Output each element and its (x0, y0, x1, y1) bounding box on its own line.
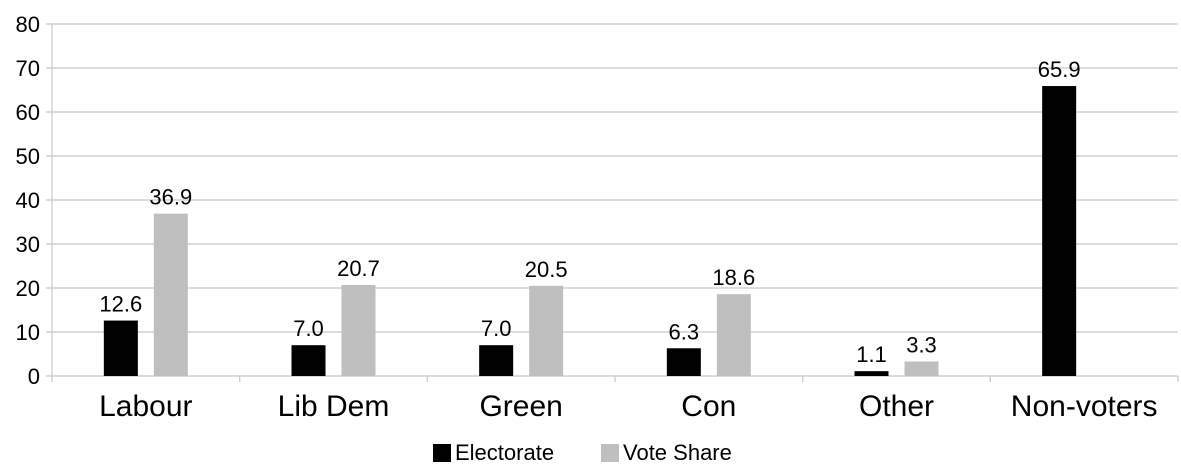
y-tick-label: 0 (28, 364, 40, 389)
bar-electorate (666, 348, 701, 376)
legend: Electorate Vote Share (433, 440, 732, 465)
bar-vote-share (529, 285, 564, 376)
data-label: 20.7 (337, 256, 380, 281)
data-label: 18.6 (712, 265, 755, 290)
bar-vote-share (153, 213, 188, 376)
y-tick-label: 10 (16, 320, 40, 345)
bar-electorate (479, 345, 514, 376)
y-axis-ticks: 0 10 20 30 40 50 60 70 80 (16, 12, 40, 389)
data-label: 1.1 (856, 342, 887, 367)
y-tick-label: 70 (16, 56, 40, 81)
bars (103, 86, 1077, 376)
y-tick-label: 80 (16, 12, 40, 37)
category-label: Labour (99, 390, 192, 423)
y-tick-label: 20 (16, 276, 40, 301)
bar-electorate (291, 345, 326, 376)
legend-swatch-electorate (433, 444, 451, 462)
data-label: 7.0 (481, 316, 512, 341)
y-tick-label: 60 (16, 100, 40, 125)
data-label: 3.3 (906, 332, 937, 357)
bar-electorate (854, 371, 889, 376)
data-label: 20.5 (525, 257, 568, 282)
data-label: 36.9 (149, 185, 192, 210)
category-label: Lib Dem (278, 390, 390, 423)
data-label: 6.3 (669, 319, 700, 344)
category-label: Green (479, 390, 562, 423)
data-label: 7.0 (293, 316, 324, 341)
legend-swatch-vote-share (601, 444, 619, 462)
bar-vote-share (904, 361, 939, 376)
category-label: Other (859, 390, 934, 423)
x-axis-categories: Labour Lib Dem Green Con Other Non-voters (99, 390, 1157, 423)
data-label: 65.9 (1038, 57, 1081, 82)
bar-vote-share (716, 294, 751, 376)
data-label: 12.6 (99, 292, 142, 317)
bar-electorate (103, 320, 138, 376)
y-tick-label: 50 (16, 144, 40, 169)
legend-label: Vote Share (623, 440, 732, 465)
y-tick-label: 30 (16, 232, 40, 257)
category-label: Con (681, 390, 736, 423)
data-labels: 12.6 36.9 7.0 20.7 7.0 20.5 6.3 18.6 1.1 3.3 65.9 (99, 57, 1080, 367)
bar-vote-share (341, 284, 376, 376)
legend-label: Electorate (455, 440, 554, 465)
category-label: Non-voters (1011, 390, 1158, 423)
y-tick-label: 40 (16, 188, 40, 213)
gridlines (46, 23, 1179, 382)
bar-electorate (1042, 86, 1077, 376)
